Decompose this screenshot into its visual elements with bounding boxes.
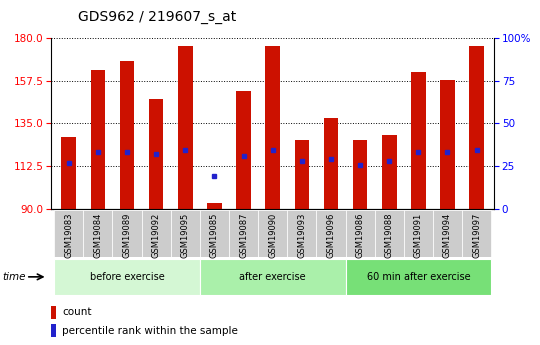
Bar	[54, 259, 200, 295]
Bar	[200, 259, 346, 295]
Bar	[316, 210, 346, 257]
Text: GSM19095: GSM19095	[181, 213, 190, 258]
Text: before exercise: before exercise	[90, 272, 164, 282]
Text: GSM19091: GSM19091	[414, 213, 423, 258]
Text: GSM19092: GSM19092	[152, 213, 161, 258]
Bar	[462, 210, 491, 257]
Bar	[112, 210, 141, 257]
Text: GSM19097: GSM19097	[472, 213, 481, 258]
Bar	[287, 210, 316, 257]
Bar	[200, 210, 229, 257]
Bar	[266, 46, 280, 209]
Bar	[229, 210, 258, 257]
Bar	[440, 80, 455, 209]
Text: after exercise: after exercise	[239, 272, 306, 282]
Bar	[120, 61, 134, 209]
Text: percentile rank within the sample: percentile rank within the sample	[63, 326, 238, 336]
Text: count: count	[63, 307, 92, 317]
Bar	[411, 72, 426, 209]
Bar	[141, 210, 171, 257]
Text: GSM19096: GSM19096	[327, 213, 335, 258]
Text: 60 min after exercise: 60 min after exercise	[367, 272, 470, 282]
Text: GDS962 / 219607_s_at: GDS962 / 219607_s_at	[78, 10, 237, 24]
Text: GSM19085: GSM19085	[210, 213, 219, 258]
Text: GSM19090: GSM19090	[268, 213, 277, 258]
Bar	[346, 210, 375, 257]
Bar	[346, 259, 491, 295]
Bar	[178, 46, 193, 209]
Bar	[294, 140, 309, 209]
Text: time: time	[3, 272, 26, 282]
Bar	[91, 70, 105, 209]
Bar	[149, 99, 164, 209]
Bar	[207, 203, 222, 209]
Bar	[62, 137, 76, 209]
Bar	[469, 46, 484, 209]
Bar	[54, 210, 83, 257]
Bar	[323, 118, 338, 209]
Text: GSM19089: GSM19089	[123, 213, 132, 258]
Text: GSM19094: GSM19094	[443, 213, 452, 258]
Bar	[375, 210, 404, 257]
Bar	[51, 324, 56, 337]
Bar	[258, 210, 287, 257]
Bar	[171, 210, 200, 257]
Text: GSM19087: GSM19087	[239, 213, 248, 258]
Bar	[237, 91, 251, 209]
Bar	[83, 210, 112, 257]
Bar	[382, 135, 396, 209]
Text: GSM19083: GSM19083	[64, 213, 73, 258]
Bar	[404, 210, 433, 257]
Bar	[51, 306, 56, 319]
Text: GSM19084: GSM19084	[93, 213, 103, 258]
Bar	[433, 210, 462, 257]
Text: GSM19093: GSM19093	[298, 213, 306, 258]
Bar	[353, 140, 367, 209]
Text: GSM19088: GSM19088	[384, 213, 394, 258]
Text: GSM19086: GSM19086	[356, 213, 364, 258]
